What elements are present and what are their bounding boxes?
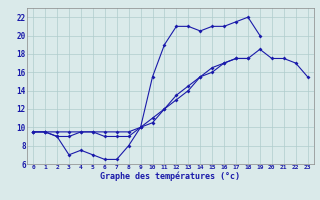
X-axis label: Graphe des températures (°c): Graphe des températures (°c) [100,172,240,181]
